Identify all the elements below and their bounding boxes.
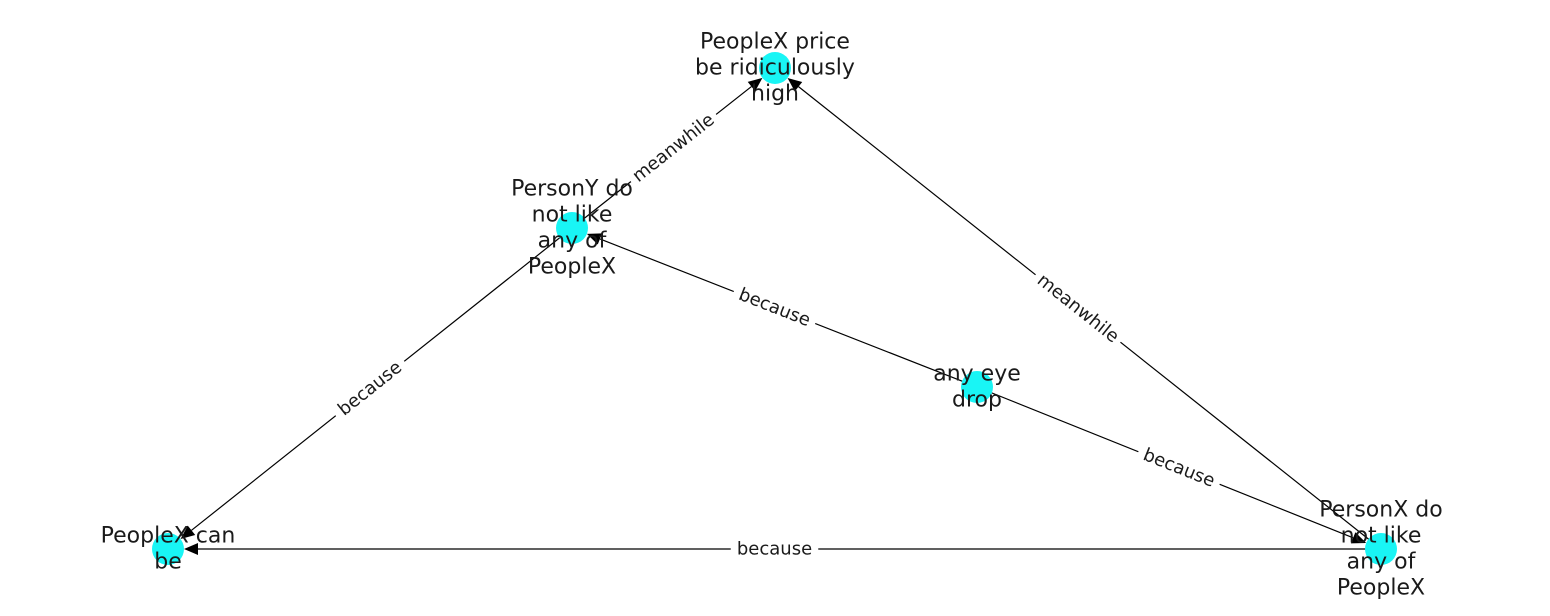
node-label-n4: PeopleX can be <box>101 524 236 575</box>
node-label-line: PersonX do <box>1319 498 1442 523</box>
node-label-line: not like <box>532 203 613 228</box>
edge-n5-n1: meanwhile <box>787 77 1382 550</box>
edge-label: because <box>334 357 406 420</box>
edge-label-background <box>327 351 413 426</box>
edge-label-background <box>1133 439 1225 497</box>
arrow-head <box>787 77 803 92</box>
edge-label-group: meanwhile <box>622 104 725 192</box>
node-label-line: PeopleX <box>528 255 616 280</box>
edge-n2-n4: because <box>180 227 573 540</box>
node-label-n2: PersonY do not like any of PeopleX <box>511 177 633 280</box>
node-n1 <box>759 52 791 84</box>
node-label-line: not like <box>1341 524 1422 549</box>
node-label-n1: PeopleX price be ridiculously high <box>695 30 855 107</box>
node-label-line: PeopleX can <box>101 524 236 549</box>
edge-label-group: because <box>729 279 820 336</box>
edge-label: meanwhile <box>1033 270 1123 348</box>
nodes-layer <box>152 52 1397 565</box>
node-label-line: PeopleX <box>1337 576 1425 601</box>
edge-label: meanwhile <box>628 109 718 186</box>
edge-label-group: meanwhile <box>1027 264 1129 353</box>
node-label-n5: PersonX do not like any of PeopleX <box>1319 498 1442 601</box>
node-label-line: drop <box>952 388 1002 413</box>
edges-layer: meanwhile meanwhile because because because b… <box>180 77 1382 562</box>
edge-label: because <box>736 284 814 331</box>
arrow-head <box>586 233 603 245</box>
edge-n3-n2: because <box>586 233 978 388</box>
node-n2 <box>556 212 588 244</box>
arrow-head <box>747 77 763 92</box>
edge-n3-n5: because <box>976 386 1367 544</box>
edge-label: because <box>737 539 812 560</box>
edge-label-background <box>730 536 819 562</box>
edge-label-group: because <box>327 351 413 426</box>
node-label-line: PersonY do <box>511 177 633 202</box>
node-label-line: be <box>154 550 182 575</box>
node-label-line: PeopleX price <box>700 30 850 55</box>
arrow-head <box>180 525 196 540</box>
edge-label-group: because <box>1133 439 1225 497</box>
edge-label-background <box>622 104 725 192</box>
edge-label: because <box>1140 444 1218 492</box>
node-label-line: be ridiculously <box>695 56 855 81</box>
arrow-head <box>184 543 198 555</box>
edge-n5-n4: because <box>184 536 1381 562</box>
node-label-line: any eye <box>933 362 1021 387</box>
node-label-line: high <box>751 82 799 107</box>
edge-label-background <box>1027 264 1129 353</box>
arrow-head <box>1350 532 1367 544</box>
node-n5 <box>1365 533 1397 565</box>
node-n4 <box>152 533 184 565</box>
node-labels-layer: PeopleX price be ridiculously high PersonY … <box>101 30 1443 601</box>
edge-label-group: because <box>730 536 819 562</box>
node-n3 <box>961 371 993 403</box>
node-label-line: any of <box>538 229 608 254</box>
node-label-n3: any eye drop <box>933 362 1021 413</box>
node-label-line: any of <box>1347 550 1417 575</box>
edge-label-background <box>729 279 820 336</box>
